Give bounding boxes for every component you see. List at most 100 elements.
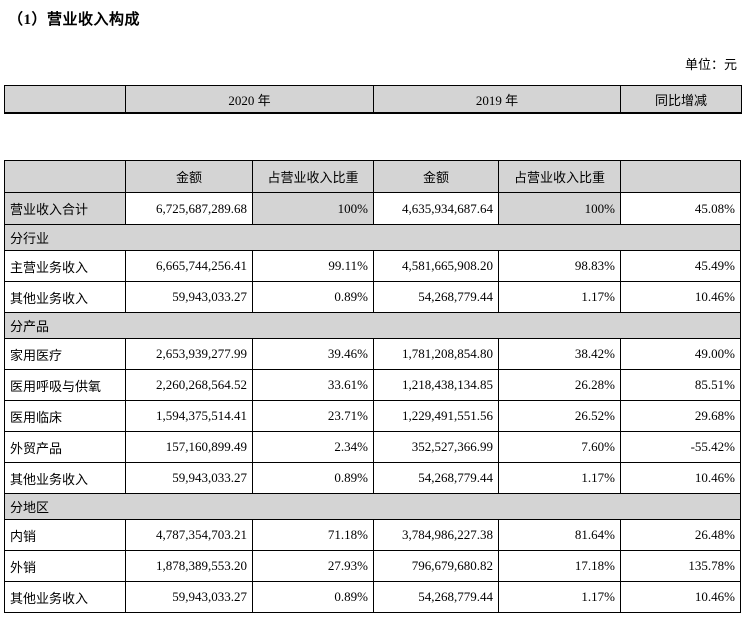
pct-2020: 23.71% xyxy=(252,400,374,432)
pct-2019: 26.28% xyxy=(498,369,621,401)
pct-2019: 100% xyxy=(498,192,621,225)
yoy-change: 85.51% xyxy=(620,369,741,401)
pct-2020: 0.89% xyxy=(252,581,374,613)
yoy-change: -55.42% xyxy=(620,431,741,463)
pct-2020: 100% xyxy=(252,192,374,225)
pct-2019: 81.64% xyxy=(498,519,621,551)
yoy-change: 135.78% xyxy=(620,550,741,582)
unit-label: 单位：元 xyxy=(684,57,737,72)
section-label: 分产品 xyxy=(4,312,741,339)
yoy-change: 29.68% xyxy=(620,400,741,432)
year-header-2019: 2019 年 xyxy=(373,85,621,114)
revenue-table: 金额 占营业收入比重 金额 占营业收入比重 营业收入合计 6,725,687,2… xyxy=(4,160,741,613)
yoy-change: 45.08% xyxy=(620,192,741,225)
section-row: 分产品 xyxy=(4,312,741,339)
amount-2020: 2,653,939,277.99 xyxy=(125,338,253,370)
amount-2020: 1,878,389,553.20 xyxy=(125,550,253,582)
amount-2019: 54,268,779.44 xyxy=(373,462,499,494)
yoy-change: 10.46% xyxy=(620,462,741,494)
amount-2019: 3,784,986,227.38 xyxy=(373,519,499,551)
table-row: 其他业务收入 59,943,033.27 0.89% 54,268,779.44… xyxy=(4,462,741,494)
amount-2019: 4,581,665,908.20 xyxy=(373,250,499,282)
sub-header-blank-left xyxy=(4,160,126,193)
table-row: 家用医疗 2,653,939,277.99 39.46% 1,781,208,8… xyxy=(4,338,741,370)
sub-header-amount-2019: 金额 xyxy=(373,160,499,193)
pct-2020: 2.34% xyxy=(252,431,374,463)
year-header-blank xyxy=(4,85,126,114)
pct-2020: 39.46% xyxy=(252,338,374,370)
yoy-change: 49.00% xyxy=(620,338,741,370)
sub-header-pct-2020: 占营业收入比重 xyxy=(252,160,374,193)
amount-2020: 6,665,744,256.41 xyxy=(125,250,253,282)
yoy-change: 10.46% xyxy=(620,281,741,313)
section-row: 分行业 xyxy=(4,224,741,251)
sub-header-amount-2020: 金额 xyxy=(125,160,253,193)
pct-2019: 98.83% xyxy=(498,250,621,282)
amount-2020: 59,943,033.27 xyxy=(125,281,253,313)
pct-2019: 1.17% xyxy=(498,462,621,494)
amount-2019: 796,679,680.82 xyxy=(373,550,499,582)
amount-2020: 157,160,899.49 xyxy=(125,431,253,463)
table-row: 主营业务收入 6,665,744,256.41 99.11% 4,581,665… xyxy=(4,250,741,282)
row-label: 家用医疗 xyxy=(4,338,126,370)
pct-2020: 0.89% xyxy=(252,462,374,494)
year-header-yoy: 同比增减 xyxy=(620,85,742,114)
pct-2020: 27.93% xyxy=(252,550,374,582)
sub-header-blank-right xyxy=(620,160,741,193)
amount-2019: 1,781,208,854.80 xyxy=(373,338,499,370)
section-row: 分地区 xyxy=(4,493,741,520)
pct-2019: 7.60% xyxy=(498,431,621,463)
pct-2019: 17.18% xyxy=(498,550,621,582)
amount-2019: 1,229,491,551.56 xyxy=(373,400,499,432)
table-row: 外贸产品 157,160,899.49 2.34% 352,527,366.99… xyxy=(4,431,741,463)
amount-2019: 352,527,366.99 xyxy=(373,431,499,463)
table-row: 内销 4,787,354,703.21 71.18% 3,784,986,227… xyxy=(4,519,741,551)
amount-2019: 4,635,934,687.64 xyxy=(373,192,499,225)
amount-2019: 54,268,779.44 xyxy=(373,581,499,613)
amount-2020: 59,943,033.27 xyxy=(125,581,253,613)
yoy-change: 26.48% xyxy=(620,519,741,551)
row-label: 主营业务收入 xyxy=(4,250,126,282)
table-row-total: 营业收入合计 6,725,687,289.68 100% 4,635,934,6… xyxy=(4,192,741,225)
amount-2019: 1,218,438,134.85 xyxy=(373,369,499,401)
yoy-change: 10.46% xyxy=(620,581,741,613)
pct-2019: 38.42% xyxy=(498,338,621,370)
year-header-2020: 2020 年 xyxy=(125,85,374,114)
section-label: 分行业 xyxy=(4,224,741,251)
table-row: 外销 1,878,389,553.20 27.93% 796,679,680.8… xyxy=(4,550,741,582)
row-label: 医用临床 xyxy=(4,400,126,432)
amount-2020: 6,725,687,289.68 xyxy=(125,192,253,225)
row-label: 医用呼吸与供氧 xyxy=(4,369,126,401)
row-label: 外贸产品 xyxy=(4,431,126,463)
amount-2020: 2,260,268,564.52 xyxy=(125,369,253,401)
sub-header-row: 金额 占营业收入比重 金额 占营业收入比重 xyxy=(4,160,741,193)
pct-2019: 1.17% xyxy=(498,281,621,313)
table-row: 其他业务收入 59,943,033.27 0.89% 54,268,779.44… xyxy=(4,581,741,613)
row-label: 内销 xyxy=(4,519,126,551)
pct-2020: 71.18% xyxy=(252,519,374,551)
row-label: 其他业务收入 xyxy=(4,281,126,313)
amount-2020: 1,594,375,514.41 xyxy=(125,400,253,432)
table-row: 医用呼吸与供氧 2,260,268,564.52 33.61% 1,218,43… xyxy=(4,369,741,401)
row-label: 营业收入合计 xyxy=(4,192,126,225)
pct-2020: 33.61% xyxy=(252,369,374,401)
section-title: （1）营业收入构成 xyxy=(8,12,141,28)
pct-2020: 0.89% xyxy=(252,281,374,313)
row-label: 其他业务收入 xyxy=(4,581,126,613)
year-header-table: 2020 年 2019 年 同比增减 xyxy=(4,85,742,114)
amount-2020: 4,787,354,703.21 xyxy=(125,519,253,551)
pct-2019: 26.52% xyxy=(498,400,621,432)
amount-2020: 59,943,033.27 xyxy=(125,462,253,494)
sub-header-pct-2019: 占营业收入比重 xyxy=(498,160,621,193)
row-label: 其他业务收入 xyxy=(4,462,126,494)
pct-2019: 1.17% xyxy=(498,581,621,613)
section-label: 分地区 xyxy=(4,493,741,520)
table-row: 其他业务收入 59,943,033.27 0.89% 54,268,779.44… xyxy=(4,281,741,313)
amount-2019: 54,268,779.44 xyxy=(373,281,499,313)
year-header-row: 2020 年 2019 年 同比增减 xyxy=(4,85,742,114)
yoy-change: 45.49% xyxy=(620,250,741,282)
table-row: 医用临床 1,594,375,514.41 23.71% 1,229,491,5… xyxy=(4,400,741,432)
pct-2020: 99.11% xyxy=(252,250,374,282)
row-label: 外销 xyxy=(4,550,126,582)
